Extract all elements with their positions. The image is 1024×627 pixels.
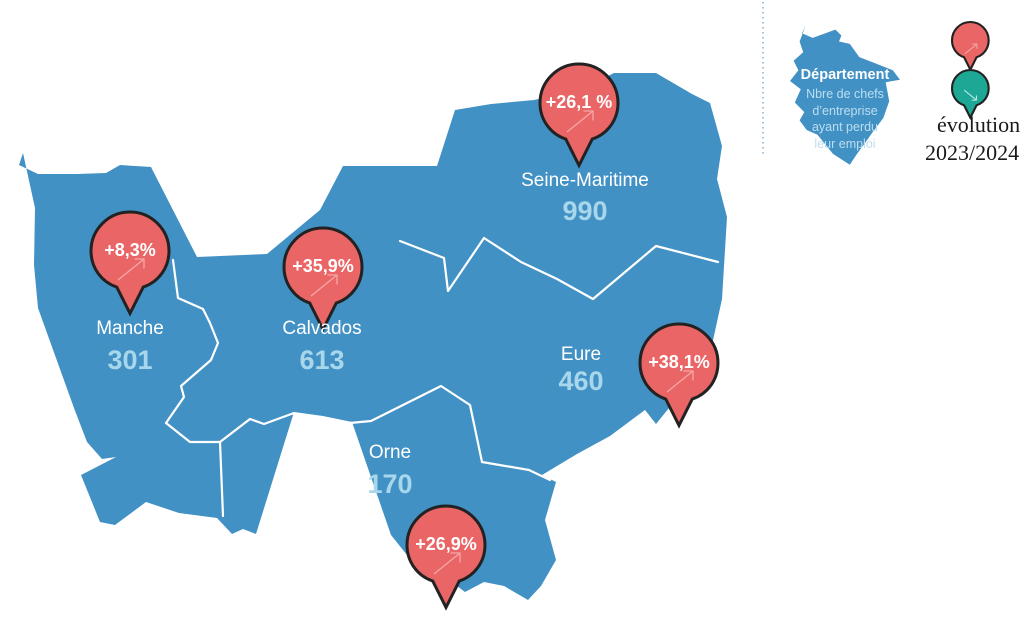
svg-text:+26,1 %: +26,1 %: [546, 92, 613, 112]
svg-text:+26,9%: +26,9%: [415, 534, 477, 554]
svg-text:+35,9%: +35,9%: [292, 256, 354, 276]
svg-text:+8,3%: +8,3%: [104, 240, 156, 260]
